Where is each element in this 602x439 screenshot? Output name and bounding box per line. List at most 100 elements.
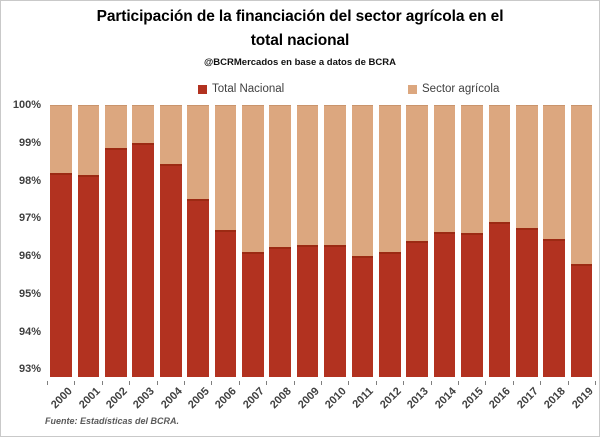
x-axis-tick: [266, 381, 268, 385]
bar-2006-sector-agricola: [214, 105, 237, 230]
bar-2017-sector-agricola: [515, 105, 538, 228]
bar-2006-total-nacional: [214, 229, 237, 377]
bar-2011-sector-agricola: [351, 105, 374, 257]
chart-subtitle: @BCRMercados en base a datos de BCRA: [204, 57, 396, 68]
x-axis-tick: [156, 381, 158, 385]
x-axis-tick: [129, 381, 131, 385]
legend-swatch-total-nacional: [198, 84, 207, 94]
bar-2008-total-nacional: [269, 246, 292, 377]
bar-2012-total-nacional: [378, 252, 401, 377]
bar-2017: [515, 105, 538, 377]
bar-2001-total-nacional: [77, 174, 100, 377]
bar-2009: [296, 105, 319, 377]
bar-2018-sector-agricola: [543, 105, 565, 240]
x-axis-tick: [567, 381, 569, 385]
y-tick-label-98: 98%: [18, 174, 41, 187]
bar-2004: [159, 105, 182, 377]
bar-2000: [50, 105, 72, 377]
bar-2008: [269, 105, 292, 377]
y-tick-label-93: 93%: [18, 363, 41, 376]
legend-swatch-sector-agricola: [408, 84, 417, 94]
bar-2015: [461, 105, 483, 377]
bar-2004-sector-agricola: [159, 105, 182, 164]
x-tick-label-2002: 2002: [103, 385, 130, 412]
bar-2003-sector-agricola: [132, 105, 155, 143]
bar-2010: [324, 105, 346, 377]
x-tick-label-2003: 2003: [131, 385, 158, 412]
bar-2015-sector-agricola: [461, 105, 483, 234]
bar-2016: [488, 105, 511, 377]
x-axis-tick: [238, 381, 240, 385]
x-axis-tick: [293, 381, 295, 385]
bar-2010-total-nacional: [324, 244, 346, 377]
x-tick-label-2011: 2011: [350, 385, 377, 411]
bar-2013-total-nacional: [406, 241, 429, 377]
bar-2017-total-nacional: [515, 227, 538, 377]
chart-title: Participación de la financiación del sec…: [1, 5, 599, 53]
x-axis-tick: [348, 381, 350, 385]
x-axis-tick: [595, 381, 596, 385]
bar-2009-sector-agricola: [296, 105, 319, 245]
x-axis-tick: [375, 381, 377, 385]
x-axis-tick: [512, 381, 514, 385]
plot-area: [47, 105, 595, 377]
x-axis-tick: [74, 381, 76, 385]
bar-2000-sector-agricola: [50, 105, 72, 173]
bar-2012-sector-agricola: [378, 105, 401, 253]
bar-2008-sector-agricola: [269, 105, 292, 247]
bar-2011: [351, 105, 374, 377]
y-tick-label-97: 97%: [18, 212, 41, 225]
bar-2015-total-nacional: [461, 233, 483, 377]
bar-2001: [77, 105, 100, 377]
source-note: Fuente: Estadísticas del BCRA.: [45, 416, 180, 426]
x-tick-label-2001: 2001: [76, 385, 103, 412]
x-tick-label-2014: 2014: [432, 385, 459, 412]
chart-title-line1: Participación de la financiación del sec…: [96, 8, 504, 25]
bar-2005: [187, 105, 209, 377]
bar-2016-sector-agricola: [488, 105, 511, 223]
x-tick-label-2012: 2012: [377, 385, 404, 412]
x-axis-tick: [101, 381, 103, 385]
bar-2003: [132, 105, 155, 377]
x-tick-label-2009: 2009: [295, 385, 322, 412]
bar-2011-total-nacional: [351, 256, 374, 377]
bar-2003-total-nacional: [132, 142, 155, 377]
legend-item-sector-agricola: Sector agrícola: [408, 83, 499, 95]
x-tick-label-2010: 2010: [323, 385, 349, 412]
bar-2007: [242, 105, 264, 377]
chart-title-line2: total nacional: [250, 32, 350, 49]
bar-2014-total-nacional: [433, 231, 456, 377]
x-tick-label-2013: 2013: [405, 385, 431, 412]
y-tick-label-100: 100%: [12, 99, 41, 111]
x-axis-tick: [47, 381, 48, 385]
x-axis-tick: [458, 381, 459, 385]
bar-2012: [378, 105, 401, 377]
x-tick-label-2005: 2005: [186, 385, 212, 412]
x-axis-tick: [184, 381, 185, 385]
x-tick-label-2018: 2018: [542, 385, 568, 412]
legend-label-sector-agricola: Sector agrícola: [422, 83, 500, 95]
x-axis-tick: [321, 381, 322, 385]
x-axis-tick: [540, 381, 542, 385]
x-axis-tick: [403, 381, 405, 385]
bar-2001-sector-agricola: [77, 105, 100, 175]
bar-2004-total-nacional: [159, 163, 182, 377]
x-axis-tick: [211, 381, 213, 385]
bar-2019-sector-agricola: [570, 105, 593, 264]
bar-2013: [406, 105, 429, 377]
bar-2014: [433, 105, 456, 377]
bar-2010-sector-agricola: [324, 105, 346, 245]
bar-2007-total-nacional: [242, 252, 264, 377]
y-tick-label-96: 96%: [18, 250, 41, 263]
x-axis-tick: [485, 381, 487, 385]
x-tick-label-2019: 2019: [569, 385, 596, 412]
bar-2014-sector-agricola: [433, 105, 456, 232]
x-tick-label-2017: 2017: [514, 385, 541, 412]
bar-2018-total-nacional: [543, 239, 565, 377]
x-tick-label-2007: 2007: [240, 385, 267, 412]
x-tick-label-2000: 2000: [49, 385, 75, 412]
x-tick-label-2008: 2008: [268, 385, 295, 412]
bar-2006: [214, 105, 237, 377]
y-tick-label-95: 95%: [18, 287, 41, 300]
